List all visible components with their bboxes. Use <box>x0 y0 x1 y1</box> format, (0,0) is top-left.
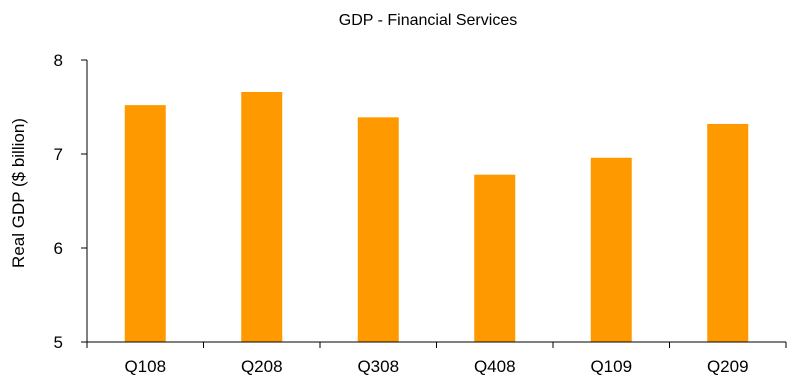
y-tick-label: 8 <box>54 51 63 70</box>
chart-title: GDP - Financial Services <box>339 12 517 29</box>
y-tick-label: 5 <box>54 333 63 352</box>
x-tick-label: Q109 <box>590 357 632 376</box>
bar-q208 <box>241 91 283 343</box>
x-axis-ticks: Q108 Q208 Q308 Q408 Q109 Q209 <box>86 342 787 376</box>
x-tick-label: Q108 <box>124 357 166 376</box>
x-tick-label: Q208 <box>241 357 283 376</box>
bar-q108 <box>124 105 166 343</box>
y-tick-label: 7 <box>54 145 63 164</box>
x-tick-label: Q308 <box>357 357 399 376</box>
x-tick-label: Q408 <box>474 357 516 376</box>
y-tick-label: 6 <box>54 239 63 258</box>
bar-q408 <box>474 174 516 342</box>
bar-q209 <box>707 123 749 342</box>
bars-group <box>124 91 749 343</box>
bar-q308 <box>357 117 399 342</box>
y-axis-label: Real GDP ($ billion) <box>9 118 28 268</box>
x-tick-label: Q209 <box>707 357 749 376</box>
y-axis-ticks: 5 6 7 8 <box>54 51 87 352</box>
bar-q109 <box>590 157 632 342</box>
